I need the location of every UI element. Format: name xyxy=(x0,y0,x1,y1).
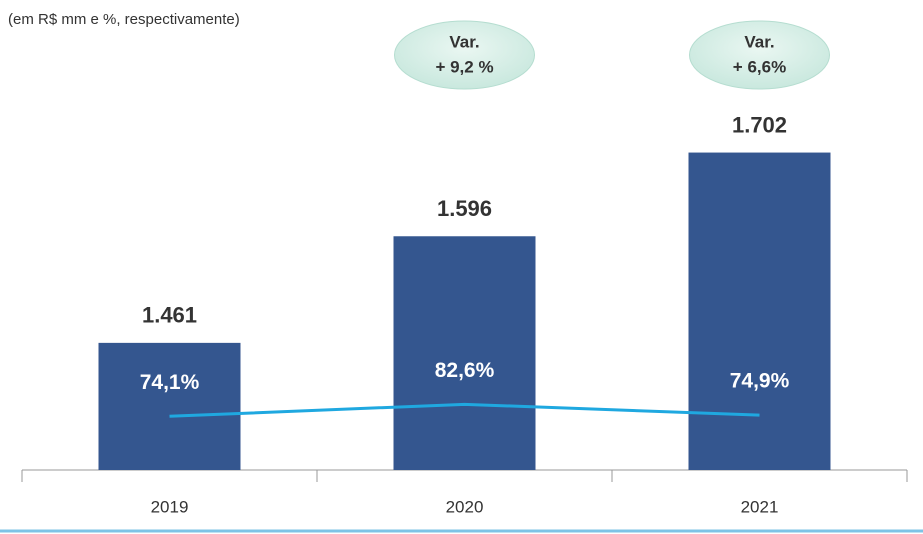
annotation-text: Var. xyxy=(449,32,479,51)
bar xyxy=(688,152,831,470)
bar-value-label: 1.702 xyxy=(732,112,787,137)
x-tick-label: 2019 xyxy=(151,497,189,516)
line-value-label: 74,1% xyxy=(140,371,200,394)
annotation-text: + 6,6% xyxy=(733,57,786,76)
annotation-bubble xyxy=(689,20,830,90)
annotation-text: + 9,2 % xyxy=(435,57,493,76)
bar xyxy=(393,236,536,470)
x-tick-label: 2021 xyxy=(741,497,779,516)
bar-value-label: 1.461 xyxy=(142,303,197,328)
line-value-label: 74,9% xyxy=(730,370,790,393)
annotation-bubble xyxy=(394,20,535,90)
annotation-text: Var. xyxy=(744,32,774,51)
line-value-label: 82,6% xyxy=(435,359,495,382)
bar xyxy=(98,342,241,470)
bar-value-label: 1.596 xyxy=(437,196,492,221)
x-tick-label: 2020 xyxy=(446,497,484,516)
chart-subtitle: (em R$ mm e %, respectivamente) xyxy=(8,11,240,28)
line xyxy=(169,402,760,418)
